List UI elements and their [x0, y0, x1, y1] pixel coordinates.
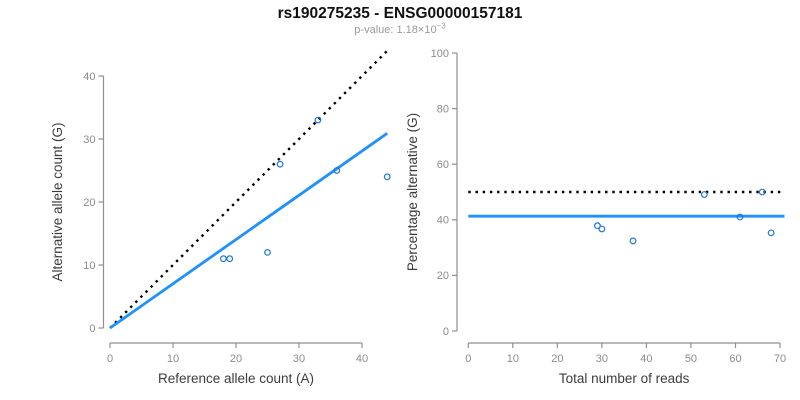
- y-tick-label: 0: [443, 326, 449, 338]
- y-tick-label: 100: [431, 48, 449, 60]
- y-tick-label: 10: [83, 260, 95, 272]
- x-tick-label: 70: [774, 353, 786, 365]
- x-axis-label: Total number of reads: [559, 371, 690, 386]
- y-axis-label: Alternative allele count (G): [50, 122, 65, 281]
- x-tick-label: 30: [293, 353, 305, 365]
- y-axis-label: Percentage alternative (G): [405, 113, 420, 271]
- data-point: [767, 229, 775, 237]
- data-point: [700, 191, 708, 198]
- identity-line: [109, 49, 389, 329]
- pvalue-exponent: −3: [436, 21, 446, 31]
- y-tick-label: 20: [437, 270, 449, 282]
- page-title: rs190275235 - ENSG00000157181: [277, 5, 523, 22]
- data-point: [758, 188, 766, 196]
- x-tick-label: 30: [596, 353, 608, 365]
- y-tick-label: 0: [89, 323, 95, 335]
- y-tick-label: 40: [83, 71, 95, 83]
- pvalue-text: p-value: 1.18×10: [354, 24, 437, 36]
- x-tick-label: 60: [729, 353, 741, 365]
- data-point: [226, 255, 234, 263]
- y-tick-label: 30: [83, 134, 95, 146]
- data-point: [736, 213, 744, 221]
- data-point: [276, 160, 284, 168]
- y-tick-label: 20: [83, 197, 95, 209]
- panel-right: 0 20 40 60 80 100 0 10 20 30 40 50 60 70 Total number …: [405, 48, 786, 386]
- pvalue-subtitle: p-value: 1.18×10−3: [0, 21, 800, 36]
- y-tick-label: 80: [437, 103, 449, 115]
- data-point: [314, 116, 322, 124]
- x-tick-label: 40: [640, 353, 652, 365]
- data-point: [219, 255, 227, 263]
- data-point: [594, 222, 601, 230]
- x-tick-label: 0: [107, 353, 113, 365]
- x-tick-label: 20: [551, 353, 563, 365]
- x-tick-label: 40: [356, 353, 368, 365]
- y-tick-label: 60: [437, 159, 449, 171]
- x-tick-label: 10: [167, 353, 179, 365]
- fit-line: [109, 132, 389, 330]
- data-point: [629, 237, 637, 245]
- data-point: [333, 167, 341, 174]
- x-tick-label: 10: [507, 353, 519, 365]
- x-tick-label: 0: [465, 353, 471, 365]
- data-point: [598, 225, 606, 233]
- x-tick-label: 50: [685, 353, 697, 365]
- panel-left: 0 10 20 30 40 0 10 20 30 40 Reference allele count…: [50, 49, 391, 386]
- y-tick-label: 40: [437, 215, 449, 227]
- data-point: [383, 173, 391, 181]
- data-point: [264, 248, 271, 256]
- x-tick-label: 20: [230, 353, 242, 365]
- x-axis-label: Reference allele count (A): [158, 371, 314, 386]
